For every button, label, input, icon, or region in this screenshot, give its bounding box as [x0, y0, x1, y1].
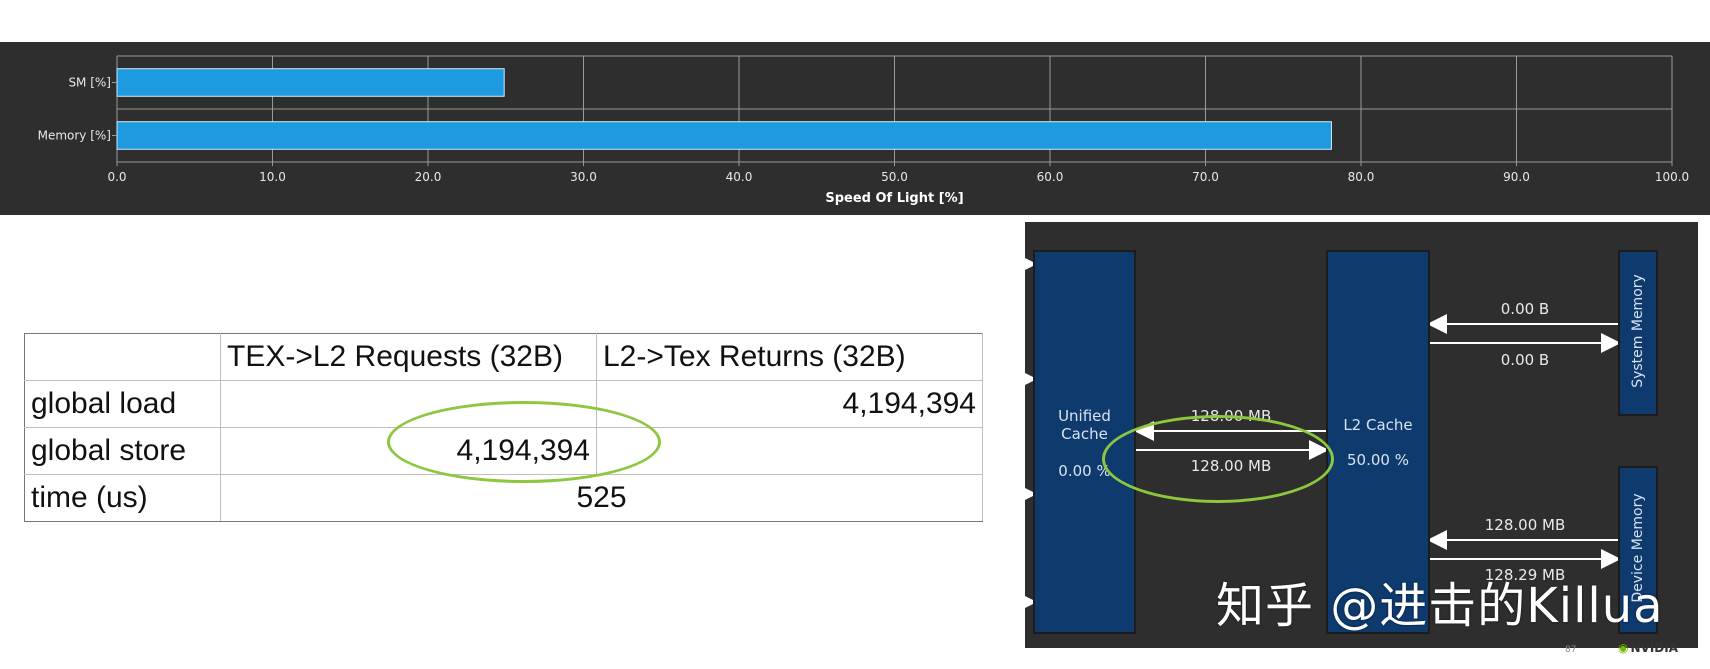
x-tick-label: 60.0: [1037, 170, 1064, 184]
x-tick-label: 40.0: [726, 170, 753, 184]
system-memory-label: System Memory: [1630, 274, 1646, 388]
l2-cache-hit-rate: 50.00 %: [1347, 451, 1409, 469]
x-tick-label: 20.0: [415, 170, 442, 184]
l2-cache-label: L2 Cache: [1343, 416, 1413, 434]
system-memory-block: [1618, 250, 1658, 416]
chart-svg: 0.0 10.0 20.0 30.0 40.0 50.0 60.0 70.0 80.0 90.0 1…: [38, 55, 1689, 206]
row-label: global load: [24, 380, 221, 428]
x-tick-label: 80.0: [1348, 170, 1375, 184]
slide-number: 87: [1565, 645, 1577, 655]
x-axis-title: Speed Of Light [%]: [825, 191, 963, 206]
device-memory-block: [1618, 466, 1658, 634]
link-label-device-l2: 128.00 MB: [1484, 516, 1566, 534]
cell-time-merged: 525: [220, 474, 983, 522]
row-label: time (us): [24, 474, 221, 522]
watermark: 知乎 @进击的Killua: [1216, 578, 1664, 634]
nvidia-logo: ◉ NVIDIA: [1618, 641, 1678, 655]
x-tick-label: 30.0: [570, 170, 597, 184]
metrics-table: TEX->L2 Requests (32B) L2->Tex Returns (…: [24, 333, 983, 522]
bar-1: [116, 121, 1332, 150]
header-cell-empty: [24, 333, 221, 381]
header-l2-tex-returns: L2->Tex Returns (32B): [596, 333, 983, 381]
x-tick-label: 90.0: [1503, 170, 1530, 184]
unified-cache-hit-rate: 0.00 %: [1058, 462, 1111, 480]
table-row: time (us) 525: [24, 474, 983, 522]
x-tick-label: 0.0: [107, 170, 126, 184]
unified-cache-label: Unified Cache: [1058, 407, 1111, 443]
highlight-ellipse-memory: [1102, 415, 1334, 503]
l2-cache-block: [1326, 250, 1430, 634]
x-tick-label: 100.0: [1655, 170, 1689, 184]
nvidia-logo-text: NVIDIA: [1630, 641, 1678, 655]
speed-of-light-chart: 0.0 10.0 20.0 30.0 40.0 50.0 60.0 70.0 80.0 90.0 1…: [0, 42, 1710, 215]
link-label-l2-device: 128.29 MB: [1484, 566, 1566, 584]
nvidia-eye-icon: ◉: [1618, 641, 1629, 655]
x-tick-label: 50.0: [881, 170, 908, 184]
cell-returns: 4,194,394: [596, 380, 983, 428]
highlight-ellipse-table: [387, 401, 661, 483]
cell-returns: [596, 427, 983, 475]
category-label: SM [%]: [68, 76, 111, 90]
row-label: global store: [24, 427, 221, 475]
category-label: Memory [%]: [38, 129, 111, 143]
link-label-system-l2: 0.00 B: [1500, 300, 1550, 318]
x-tick-label: 70.0: [1192, 170, 1219, 184]
table-header-row: TEX->L2 Requests (32B) L2->Tex Returns (…: [24, 333, 983, 381]
x-tick-label: 10.0: [259, 170, 286, 184]
table-row: global load 4,194,394: [24, 380, 983, 428]
header-tex-l2-requests: TEX->L2 Requests (32B): [220, 333, 597, 381]
link-label-l2-system: 0.00 B: [1500, 351, 1550, 369]
bar-0: [116, 68, 505, 97]
memory-workload-chart: Unified Cache 0.00 % L2 Cache 50.00 % Sy…: [1025, 222, 1698, 648]
